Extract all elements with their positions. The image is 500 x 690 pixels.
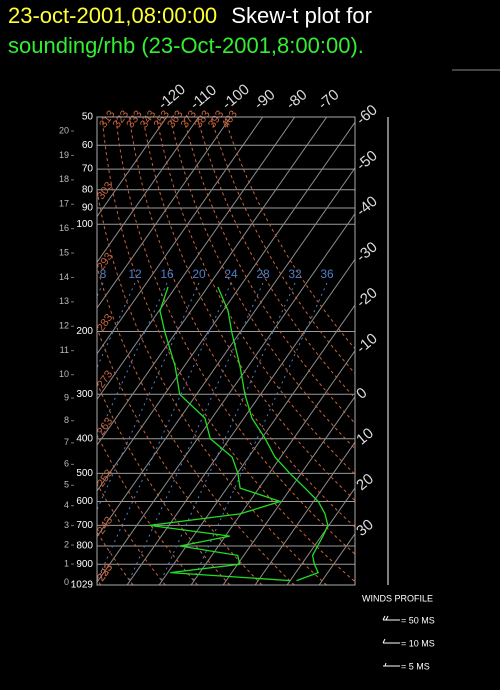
dry-adiabat: [169, 117, 355, 450]
chart-title: 23-oct-2001,08:00:00 Skew-t plot for: [8, 3, 372, 28]
dry-adiabat: [224, 117, 355, 350]
isotherm: [158, 304, 355, 585]
isotherm: [97, 117, 232, 309]
wind-legend-entry: = 10 MS: [401, 638, 435, 648]
height-tick-label: 10: [59, 369, 69, 379]
y-tick-label: 900: [76, 559, 93, 570]
height-tick-label: 15: [59, 247, 69, 257]
height-tick-label: 5: [64, 480, 69, 490]
sounding-line: [217, 286, 329, 582]
y-tick-label: 800: [76, 541, 93, 552]
height-tick-label: 16: [59, 223, 69, 233]
mixing-ratio-label: 24: [224, 267, 238, 281]
y-tick-label: 500: [76, 468, 93, 479]
height-tick-label: 17: [59, 199, 69, 209]
isotherm: [222, 395, 355, 585]
mixing-ratio-line: [97, 282, 232, 582]
y-tick-label: 1029: [71, 580, 94, 591]
y-tick-label: 60: [82, 140, 94, 151]
dry-adiabat: [196, 117, 355, 399]
mixing-ratio-label: 36: [320, 267, 334, 281]
height-tick-label: 4: [64, 500, 69, 510]
height-tick-label: 2: [64, 539, 69, 549]
height-tick-label: 0: [64, 577, 69, 587]
plot-frame: [96, 116, 356, 586]
dry-adiabat: [128, 117, 355, 528]
mixing-ratio-line: [97, 282, 168, 440]
mixing-ratio-line: [126, 282, 264, 585]
height-tick-label: 14: [59, 272, 69, 282]
isotherm: [254, 441, 355, 585]
height-tick-label: 11: [60, 345, 69, 355]
mixing-ratio-label: 28: [256, 267, 270, 281]
y-tick-label: 200: [76, 326, 93, 337]
wind-legend-entry: = 5 MS: [401, 661, 430, 671]
height-tick-label: 7: [64, 437, 69, 447]
dry-adiabat: [97, 433, 198, 585]
isotherm: [97, 121, 355, 492]
isotherm: [97, 117, 296, 401]
dry-adiabat: [142, 117, 355, 502]
height-tick-label: 9: [64, 392, 69, 402]
mixing-ratio-line: [97, 282, 136, 369]
height-tick-label: 8: [64, 415, 69, 425]
mixing-ratio-label: 32: [288, 267, 302, 281]
mixing-ratio-line: [158, 282, 296, 585]
chart-subtitle: sounding/rhb (23-Oct-2001,8:00:00).: [8, 33, 364, 58]
height-tick-label: 12: [59, 321, 69, 331]
y-tick-label: 600: [76, 496, 93, 507]
height-tick-label: 1: [64, 558, 69, 568]
isotherm: [126, 258, 355, 585]
wind-legend-entry: = 50 MS: [401, 615, 435, 625]
isotherm: [97, 167, 355, 538]
y-tick-label: 80: [82, 184, 94, 195]
isotherm: [97, 117, 200, 264]
dry-adiabat: [210, 117, 355, 375]
wind-barb-5: [383, 662, 400, 667]
y-tick-label: 700: [76, 520, 93, 531]
plot-area: [97, 117, 355, 585]
isotherm: [97, 117, 328, 447]
height-tick-label: 20: [59, 125, 69, 135]
mixing-ratio-label: 8: [100, 267, 107, 281]
height-tick-label: 13: [59, 296, 69, 306]
isotherm: [97, 212, 355, 584]
dry-adiabat: [97, 482, 166, 585]
mixing-ratio-label: 16: [160, 267, 174, 281]
dry-adiabat: [97, 326, 263, 585]
height-tick-label: 6: [64, 459, 69, 469]
title-text: Skew-t plot for: [231, 3, 372, 28]
isotherm: [286, 487, 355, 585]
title-time: 23-oct-2001,08:00:00: [8, 3, 217, 28]
dry-adiabat: [156, 117, 355, 476]
isotherm: [97, 117, 168, 218]
mixing-ratio-line: [190, 282, 328, 585]
y-tick-label: 70: [82, 164, 94, 175]
wind-legend-title: WINDS PROFILE: [362, 593, 433, 603]
height-tick-label: 19: [59, 150, 69, 160]
y-tick-label: 50: [82, 112, 94, 123]
y-tick-label: 90: [82, 203, 94, 214]
wind-barb-50: [382, 615, 400, 621]
mixing-ratio-label: 20: [192, 267, 206, 281]
mixing-ratio-label: 12: [128, 267, 142, 281]
height-tick-label: 18: [59, 174, 69, 184]
y-tick-label: 300: [76, 389, 93, 400]
y-tick-label: 100: [76, 219, 93, 230]
y-tick-label: 400: [76, 433, 93, 444]
sounding-line: [149, 286, 291, 582]
mixing-ratio-line: [97, 282, 200, 511]
wind-barb-10: [382, 638, 400, 644]
dry-adiabat: [115, 117, 355, 555]
height-tick-label: 3: [64, 520, 69, 530]
